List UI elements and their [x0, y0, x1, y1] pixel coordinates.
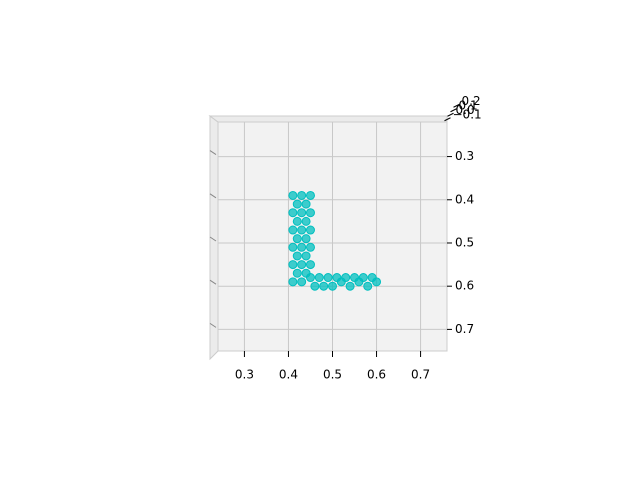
point: [310, 281, 320, 291]
point: [288, 225, 298, 235]
point: [297, 225, 307, 235]
tick-mark: [453, 103, 460, 108]
tick-mark: [209, 322, 217, 328]
point: [301, 199, 311, 209]
tick-mark: [447, 112, 454, 117]
point: [305, 208, 315, 218]
point: [301, 234, 311, 244]
z-tick-label: 0.2: [462, 94, 481, 108]
z-tick-label: −0.1: [453, 107, 482, 121]
y-tick-label: 0.3: [455, 149, 474, 163]
point: [305, 260, 315, 270]
x-tick-label: 0.3: [235, 368, 254, 382]
top-pane: [208, 115, 448, 123]
point: [305, 225, 315, 235]
x-tick-label: 0.5: [323, 368, 342, 382]
point: [292, 268, 302, 278]
point: [297, 190, 307, 200]
point: [297, 208, 307, 218]
point: [323, 273, 333, 283]
point: [314, 273, 324, 283]
x-tick-label: 0.7: [411, 368, 430, 382]
point: [288, 277, 298, 287]
point: [288, 242, 298, 252]
point: [288, 260, 298, 270]
point: [288, 208, 298, 218]
y-tick-label: 0.5: [455, 235, 474, 249]
point: [319, 281, 329, 291]
tick-mark: [209, 150, 217, 155]
point: [292, 234, 302, 244]
x-tick-label: 0.6: [367, 368, 386, 382]
z-tick-label: 0.0: [456, 103, 475, 117]
point: [305, 273, 315, 283]
point: [341, 273, 351, 283]
point: [372, 277, 382, 287]
tick-mark: [450, 108, 457, 113]
point: [301, 251, 311, 261]
point: [297, 242, 307, 252]
point: [358, 273, 368, 283]
tick-mark: [209, 279, 217, 285]
point: [363, 281, 373, 291]
tick-mark: [209, 193, 217, 199]
y-tick-label: 0.4: [455, 192, 474, 206]
point: [297, 260, 307, 270]
y-tick-label: 0.6: [455, 279, 474, 293]
z-tick-label: 0.1: [459, 98, 478, 112]
point: [297, 277, 307, 287]
y-tick-label: 0.7: [455, 322, 474, 336]
point: [301, 216, 311, 226]
point: [292, 199, 302, 209]
point: [292, 216, 302, 226]
tick-mark: [444, 117, 451, 122]
point: [305, 190, 315, 200]
point: [345, 281, 355, 291]
point: [288, 190, 298, 200]
tick-mark: [209, 236, 217, 242]
point: [305, 242, 315, 252]
x-tick-label: 0.4: [279, 368, 298, 382]
point: [292, 251, 302, 261]
point: [328, 281, 337, 291]
